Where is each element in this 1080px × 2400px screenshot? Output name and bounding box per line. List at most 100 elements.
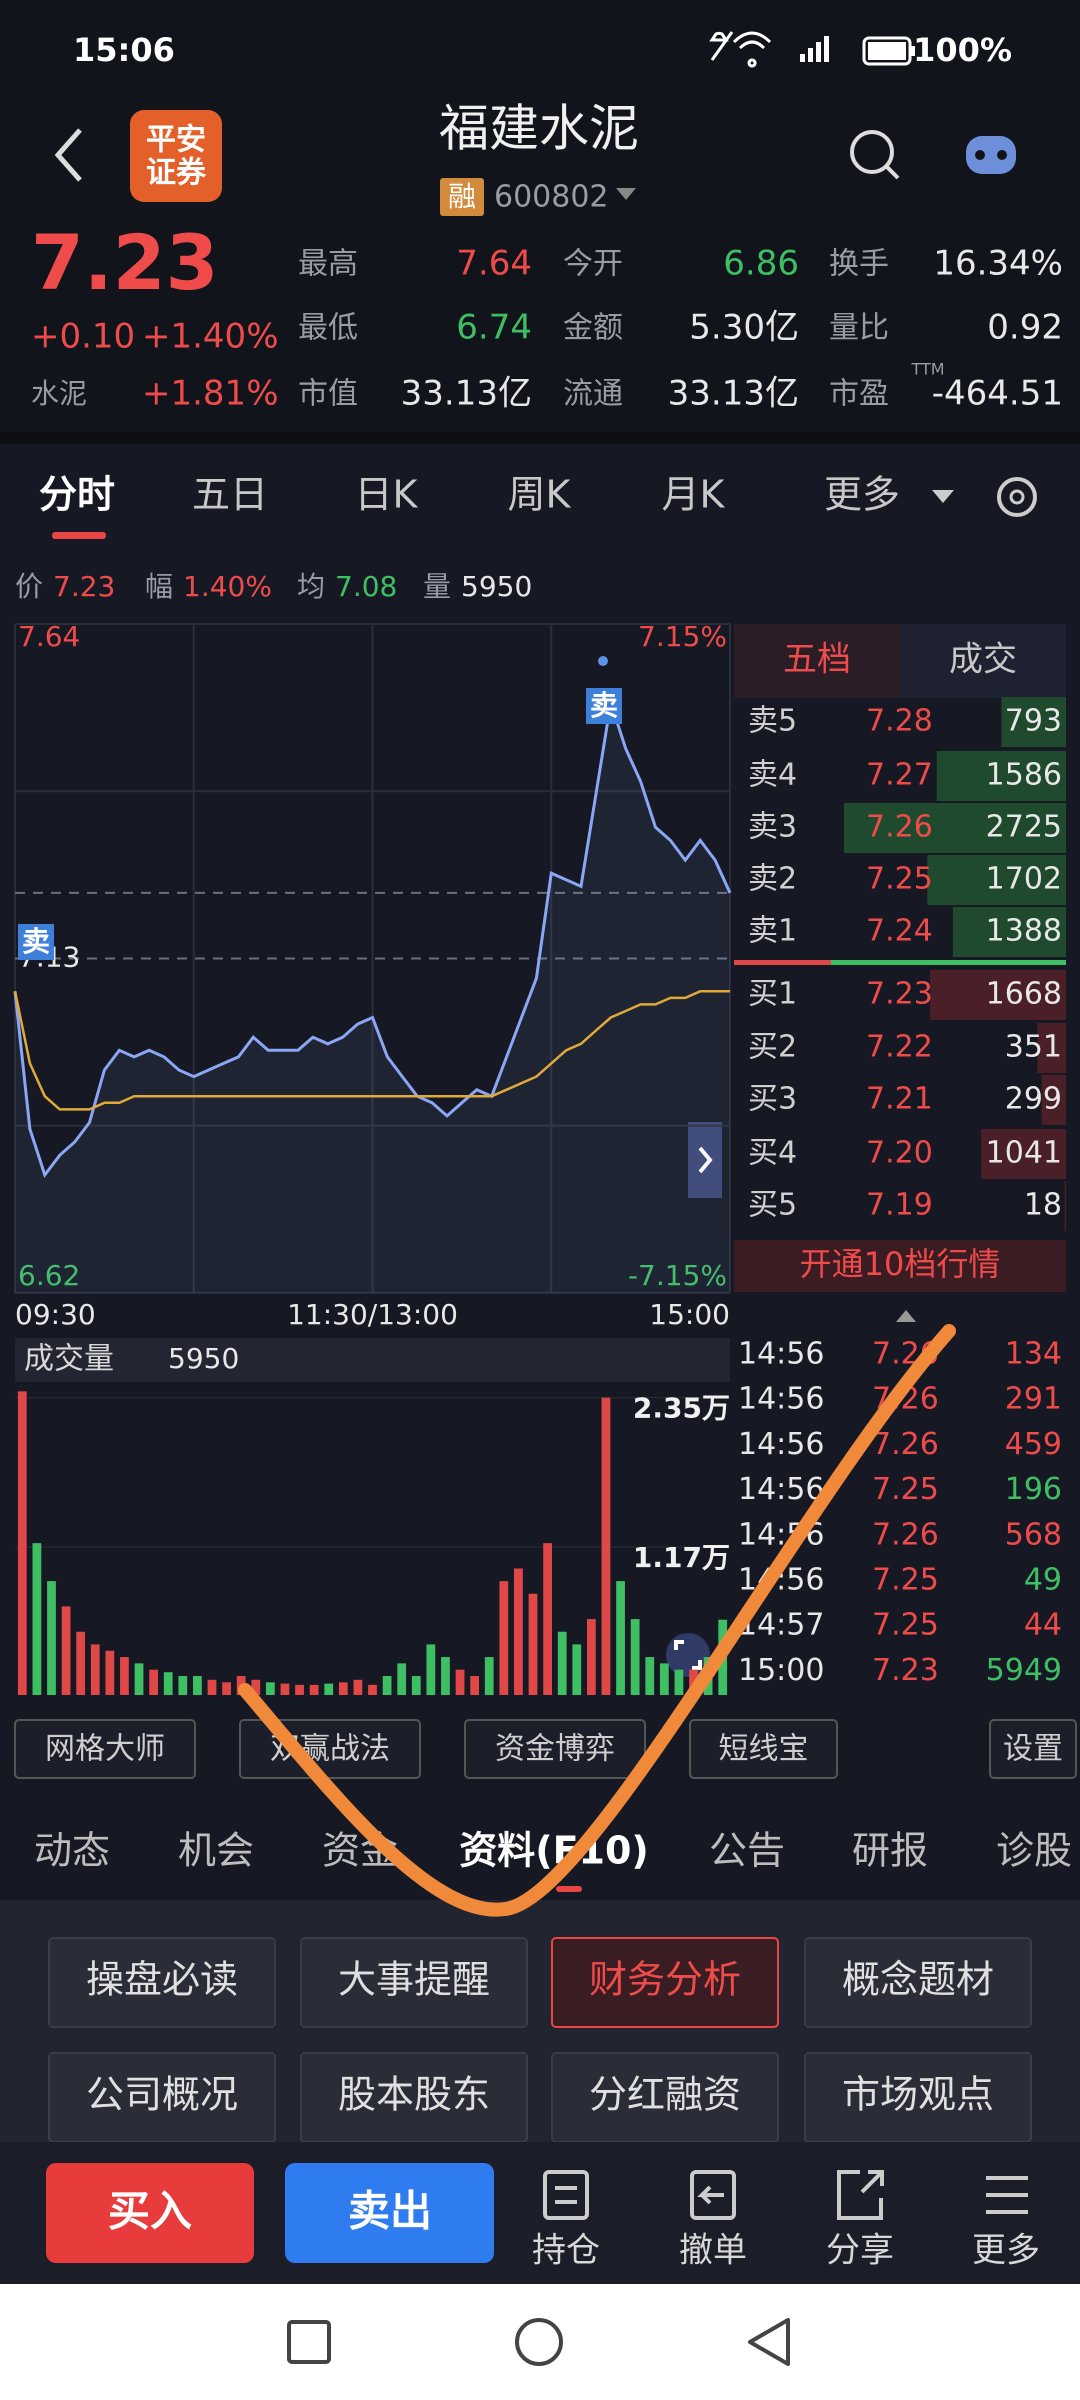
volume-bar — [163, 1672, 173, 1695]
volume-bar — [90, 1644, 100, 1695]
action-label[interactable]: 更多 — [972, 2231, 1040, 2271]
volume-bar — [120, 1657, 129, 1695]
section-tab[interactable]: 资料(F10) — [459, 1829, 649, 1873]
order-price: 7.21 — [866, 1082, 933, 1117]
search-button[interactable] — [850, 130, 900, 180]
f10-button[interactable] — [48, 1937, 276, 2028]
f10-button[interactable] — [551, 1937, 779, 2028]
settings-button[interactable] — [997, 477, 1037, 517]
more-dropdown[interactable] — [932, 490, 954, 503]
pe-tag: TTM — [910, 360, 944, 379]
volume-bar — [178, 1676, 188, 1695]
upgrade-button[interactable] — [734, 1240, 1066, 1292]
collapse-arrow[interactable] — [896, 1310, 916, 1322]
f10-button[interactable] — [300, 1937, 528, 2028]
trade-price: 7.23 — [872, 1653, 939, 1688]
stat-label: 最高 — [298, 247, 358, 282]
code-dropdown[interactable] — [616, 188, 636, 200]
volume-title[interactable]: 成交量 — [24, 1342, 114, 1377]
stat-label: 最低 — [298, 311, 358, 346]
volume-bar — [587, 1619, 596, 1695]
period-tab[interactable]: 周K — [508, 473, 572, 517]
tool-button[interactable] — [689, 1719, 838, 1779]
stat-value: 6.86 — [723, 244, 799, 284]
section-tab[interactable]: 动态 — [34, 1829, 110, 1873]
last-price: 7.23 — [31, 218, 219, 307]
margin-badge-text: 融 — [448, 180, 476, 213]
period-tab[interactable]: 日K — [355, 473, 419, 517]
period-tab[interactable]: 月K — [662, 473, 726, 517]
volume-bar — [17, 1391, 27, 1695]
back-button[interactable] — [54, 128, 82, 182]
section-tab[interactable]: 研报 — [852, 1829, 928, 1873]
volume-bar — [368, 1684, 377, 1695]
x-tick-label: 15:00 — [649, 1298, 730, 1331]
info-value: 5950 — [461, 570, 532, 603]
trade-time: 14:56 — [738, 1472, 824, 1507]
volume-bar — [616, 1581, 625, 1695]
order-price: 7.22 — [866, 1030, 933, 1065]
tool-button[interactable] — [464, 1719, 646, 1779]
order-volume: 1388 — [986, 914, 1062, 949]
f10-label: 股本股东 — [338, 2073, 490, 2117]
f10-label: 操盘必读 — [86, 1958, 238, 2002]
action-label[interactable]: 撤单 — [679, 2231, 747, 2271]
volume-bar — [382, 1676, 392, 1695]
action-label[interactable]: 持仓 — [532, 2231, 600, 2271]
order-tab[interactable]: 五档 — [783, 640, 851, 680]
broker-logo — [130, 110, 222, 202]
volume-bar — [499, 1581, 509, 1695]
section-tab[interactable]: 机会 — [178, 1829, 254, 1873]
nav-home[interactable] — [515, 2318, 563, 2366]
stat-value: 7.64 — [456, 244, 532, 284]
buy-button[interactable] — [46, 2163, 254, 2263]
order-label: 卖3 — [748, 810, 797, 845]
action-label[interactable]: 分享 — [826, 2231, 894, 2271]
tool-button[interactable] — [14, 1719, 196, 1779]
nav-back[interactable] — [748, 2318, 790, 2366]
volume-bar — [47, 1581, 56, 1695]
stat-value: 6.74 — [456, 308, 532, 348]
section-tab[interactable]: 公告 — [709, 1829, 785, 1873]
expand-arrow-icon — [698, 1146, 713, 1174]
fullscreen-button[interactable] — [666, 1633, 710, 1677]
order-label: 买1 — [748, 977, 797, 1012]
volume-bar — [265, 1682, 275, 1695]
signal-label: 卖 — [590, 689, 618, 722]
trade-volume: 44 — [1024, 1608, 1062, 1643]
broker-logo-text: 平安 — [146, 123, 206, 158]
section-tab[interactable]: 诊股 — [996, 1829, 1072, 1873]
x-tick-label: 09:30 — [15, 1298, 96, 1331]
nav-bar — [0, 2284, 1080, 2400]
order-tab[interactable]: 成交 — [949, 640, 1017, 680]
order-volume: 1668 — [986, 977, 1062, 1012]
period-tab[interactable]: 五日 — [192, 473, 268, 517]
nav-recent[interactable] — [287, 2320, 331, 2364]
volume-bar — [32, 1543, 42, 1695]
assistant-button[interactable] — [966, 136, 1016, 174]
depth-bar — [1064, 1181, 1066, 1231]
volume-bar — [134, 1663, 144, 1695]
high-dot — [598, 656, 608, 666]
volume-bar — [411, 1676, 421, 1695]
volume-bar — [397, 1663, 407, 1695]
f10-button[interactable] — [804, 1937, 1032, 2028]
volume-bar — [193, 1676, 202, 1695]
volume-bar — [630, 1619, 640, 1695]
period-tab[interactable]: 分时 — [39, 473, 115, 517]
period-tab[interactable]: 更多 — [824, 473, 900, 517]
settings-button[interactable] — [989, 1719, 1077, 1779]
info-value: 7.08 — [335, 570, 397, 603]
stat-label: 量比 — [829, 311, 889, 346]
stat-value: 33.13亿 — [401, 374, 532, 414]
sell-button[interactable] — [285, 2163, 494, 2263]
trade-price: 7.26 — [872, 1517, 939, 1552]
volume-bar — [455, 1669, 465, 1695]
expand-arrow[interactable] — [688, 1122, 722, 1198]
depth-bar — [1037, 1023, 1066, 1073]
trade-price: 7.25 — [872, 1472, 939, 1507]
trade-time: 14:56 — [738, 1382, 824, 1417]
volume-bar — [338, 1682, 348, 1695]
